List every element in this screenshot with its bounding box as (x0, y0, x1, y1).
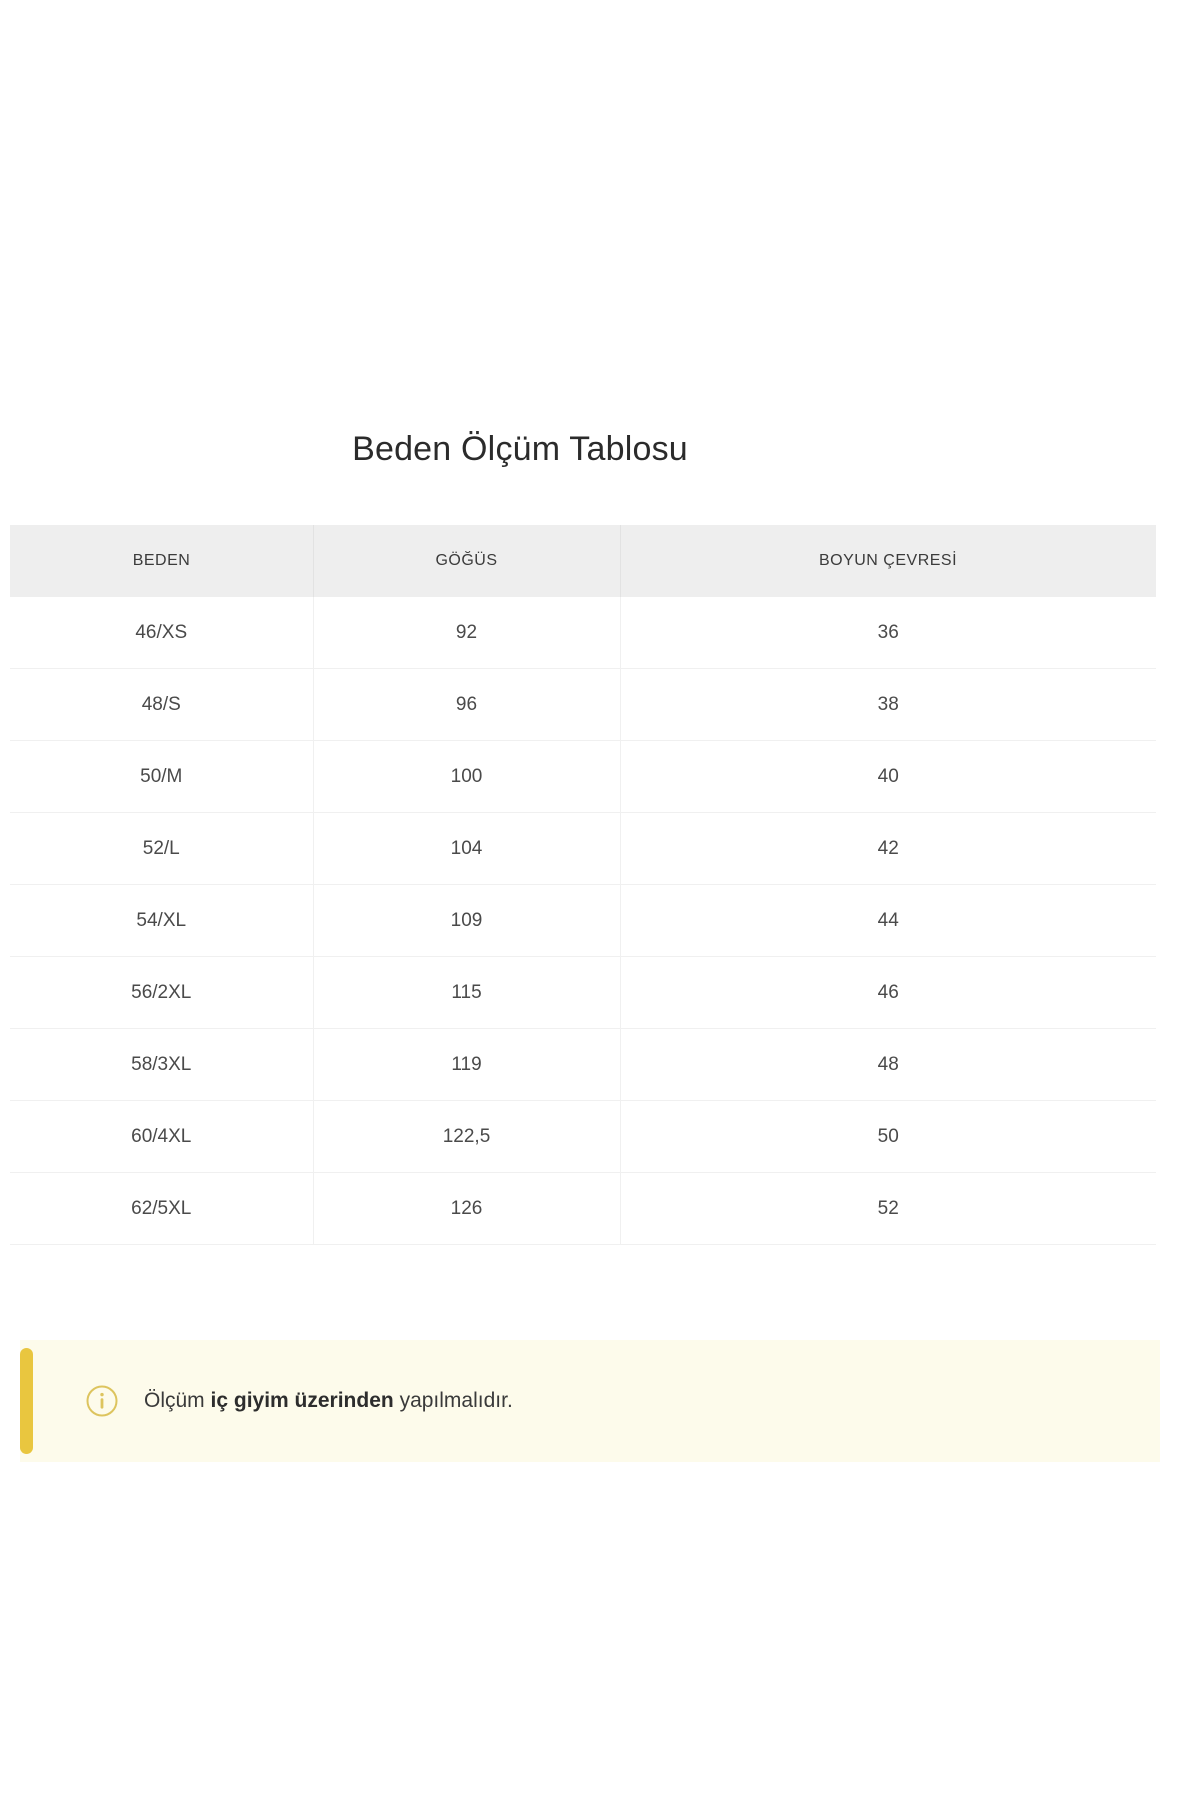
table-row: 62/5XL 126 52 (10, 1172, 1156, 1245)
table-cell-boyun: 52 (619, 1172, 1156, 1245)
table-cell-boyun: 40 (619, 740, 1156, 813)
table-cell-beden: 48/S (10, 668, 313, 741)
table-cell-gogus: 96 (312, 668, 620, 741)
size-table: BEDEN GÖĞÜS BOYUN ÇEVRESİ 46/XS 92 36 48/S 9… (10, 525, 1156, 1245)
table-cell-beden: 46/XS (10, 597, 313, 669)
table-cell-beden: 54/XL (10, 884, 313, 957)
table-cell-boyun: 44 (619, 884, 1156, 957)
table-cell-gogus: 100 (312, 740, 620, 813)
page-title: Beden Ölçüm Tablosu (352, 429, 688, 468)
table-cell-beden: 52/L (10, 812, 313, 885)
table-cell-boyun: 46 (619, 956, 1156, 1029)
table-cell-boyun: 38 (619, 668, 1156, 741)
column-header-beden: BEDEN (10, 525, 313, 597)
table-cell-beden: 56/2XL (10, 956, 313, 1029)
table-cell-gogus: 126 (312, 1172, 620, 1245)
info-circle-icon (85, 1384, 119, 1418)
callout-text-suffix: yapılmalıdır. (393, 1388, 513, 1412)
table-row: 56/2XL 115 46 (10, 956, 1156, 1029)
table-row: 60/4XL 122,5 50 (10, 1100, 1156, 1173)
table-row: 54/XL 109 44 (10, 884, 1156, 957)
table-row: 58/3XL 119 48 (10, 1028, 1156, 1101)
table-header: BEDEN GÖĞÜS BOYUN ÇEVRESİ (10, 525, 1156, 597)
callout-text: Ölçüm iç giyim üzerinden yapılmalıdır. (144, 1387, 513, 1415)
table-cell-boyun: 50 (619, 1100, 1156, 1173)
table-body: 46/XS 92 36 48/S 96 38 50/M 100 40 52/L 104 42 54/XL… (10, 597, 1156, 1245)
table-cell-boyun: 48 (619, 1028, 1156, 1101)
table-cell-boyun: 36 (619, 597, 1156, 669)
table-cell-gogus: 115 (312, 956, 620, 1029)
table-cell-gogus: 122,5 (312, 1100, 620, 1173)
callout-accent-bar (20, 1348, 33, 1454)
size-table-container: BEDEN GÖĞÜS BOYUN ÇEVRESİ 46/XS 92 36 48/S 9… (10, 525, 1156, 1245)
table-cell-gogus: 119 (312, 1028, 620, 1101)
callout-text-prefix: Ölçüm (144, 1388, 211, 1412)
table-row: 46/XS 92 36 (10, 597, 1156, 669)
table-row: 50/M 100 40 (10, 740, 1156, 813)
table-cell-beden: 58/3XL (10, 1028, 313, 1101)
column-header-gogus: GÖĞÜS (313, 525, 620, 597)
table-cell-gogus: 92 (312, 597, 620, 669)
table-row: 52/L 104 42 (10, 812, 1156, 885)
table-cell-gogus: 109 (312, 884, 620, 957)
callout-text-strong: iç giyim üzerinden (210, 1388, 394, 1412)
table-cell-gogus: 104 (312, 812, 620, 885)
table-cell-boyun: 42 (619, 812, 1156, 885)
table-cell-beden: 50/M (10, 740, 313, 813)
table-header-row: BEDEN GÖĞÜS BOYUN ÇEVRESİ (10, 525, 1156, 597)
column-header-boyun-cevresi: BOYUN ÇEVRESİ (620, 525, 1156, 597)
table-row: 48/S 96 38 (10, 668, 1156, 741)
measurement-note-callout: Ölçüm iç giyim üzerinden yapılmalıdır. (20, 1340, 1160, 1462)
table-cell-beden: 60/4XL (10, 1100, 313, 1173)
table-cell-beden: 62/5XL (10, 1172, 313, 1245)
